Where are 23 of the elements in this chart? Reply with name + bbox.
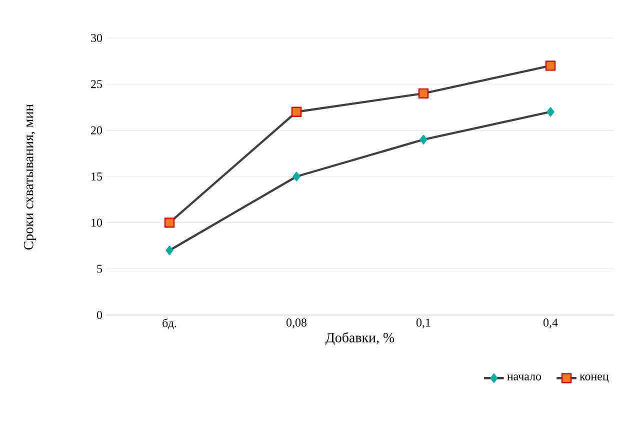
point	[166, 246, 174, 256]
y-tick-label: 5	[97, 264, 102, 273]
y-tick-label: 15	[92, 172, 102, 180]
y-tick-label: 25	[91, 80, 102, 88]
y-axis-title: Сроки схватывания, мин	[24, 104, 36, 250]
y-tick-label: 0	[96, 310, 102, 320]
x-tick-label: 0,4	[543, 318, 558, 328]
x-axis-title: Добавки, %	[326, 332, 394, 346]
point	[546, 107, 554, 117]
x-tick-label: 0,08	[286, 318, 306, 328]
legend-label: начало	[507, 374, 542, 380]
y-tick-label: 20	[91, 126, 102, 134]
point	[418, 88, 429, 98]
point	[291, 106, 302, 117]
point	[545, 60, 556, 71]
x-tick-label: бд.	[162, 318, 176, 330]
y-tick-label: 30	[91, 34, 102, 42]
x-tick-label: 0,1	[416, 318, 430, 328]
point	[420, 134, 428, 144]
point	[292, 172, 300, 182]
legend-label: конец	[580, 374, 609, 383]
point	[164, 218, 175, 228]
y-tick-label: 10	[92, 218, 102, 227]
